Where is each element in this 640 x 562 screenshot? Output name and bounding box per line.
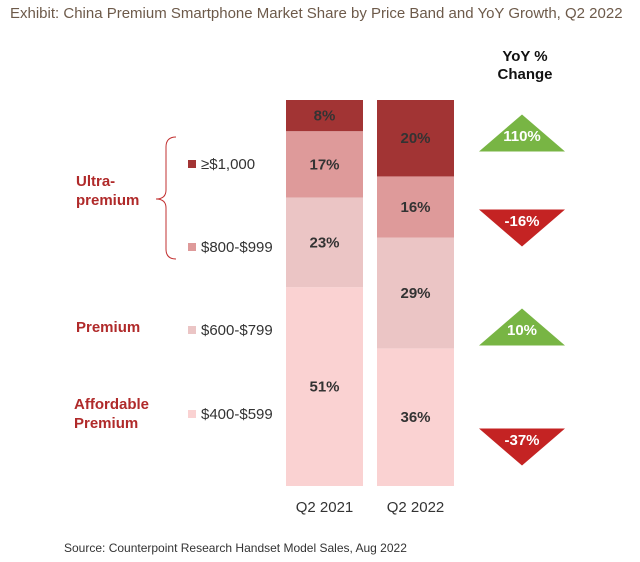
group-label-affordable-line-2: Premium [74,415,139,432]
legend-swatch-1000-plus [188,160,196,168]
source-note: Source: Counterpoint Research Handset Mo… [64,541,407,555]
bar-segment-q2-2021-1000-plus [286,100,363,132]
legend-item-800-999: $800-$999 [188,238,273,256]
yoy-header-line-2: Change [497,66,553,83]
group-label-premium: Premium [76,319,141,336]
yoy-header-line-1: YoY % [502,48,548,65]
legend-label-1000-plus: ≥$1,000 [201,155,256,173]
legend-swatch-800-999 [188,243,196,251]
x-tick-label-q2-2021: Q2 2021 [296,499,354,516]
group-label-ultra-line-1: Ultra- [76,173,116,190]
yoy-label-800-999: -16% [504,213,539,230]
group-label-ultra-line-2: premium [76,192,140,209]
legend-item-400-599: $400-$599 [188,405,273,423]
yoy-label-400-599: -37% [504,432,539,449]
legend-label-600-799: $600-$799 [201,321,273,339]
group-label-ultra-premium: Ultra- premium [76,172,139,210]
yoy-change-header: YoY % Change [485,48,565,84]
yoy-triangle-up-600-799 [479,308,565,346]
bar-label-q2-2021-800-999: 17% [309,156,339,173]
bar-segment-q2-2022-600-799 [377,237,454,349]
bar-segment-q2-2021-800-999 [286,131,363,198]
chart-title: Exhibit: China Premium Smartphone Market… [10,5,623,22]
yoy-label-1000: 110% [503,128,541,145]
bar-label-q2-2022-600-799: 29% [400,285,430,302]
legend-label-400-599: $400-$599 [201,405,273,423]
group-label-affordable-line-1: Affordable [74,396,149,413]
legend-item-1000-plus: ≥$1,000 [188,155,256,173]
x-tick-label-q2-2022: Q2 2022 [387,499,445,516]
bar-label-q2-2021-1000-plus: 8% [314,108,336,125]
yoy-triangle-down-400-599 [479,428,565,466]
bar-label-q2-2022-400-599: 36% [400,409,430,426]
bar-label-q2-2021-600-799: 23% [309,234,339,251]
group-label-affordable-premium: Affordable Premium [74,395,149,433]
bar-label-q2-2021-400-599: 51% [309,379,339,396]
legend-swatch-600-799 [188,326,196,334]
bar-segment-q2-2021-400-599 [286,287,363,486]
bar-segment-q2-2021-600-799 [286,197,363,288]
legend-item-600-799: $600-$799 [188,321,273,339]
bar-segment-q2-2022-400-599 [377,348,454,486]
bar-segment-q2-2022-1000-plus [377,100,454,177]
bar-label-q2-2022-1000-plus: 20% [400,130,430,147]
bar-segment-q2-2022-800-999 [377,176,454,238]
legend-swatch-400-599 [188,410,196,418]
yoy-triangle-down-800-999 [479,209,565,247]
yoy-label-600-799: 10% [507,322,537,339]
legend-label-800-999: $800-$999 [201,238,273,256]
yoy-triangle-up-1000 [479,114,565,152]
ultra-premium-bracket [155,136,177,260]
bar-label-q2-2022-800-999: 16% [400,199,430,216]
